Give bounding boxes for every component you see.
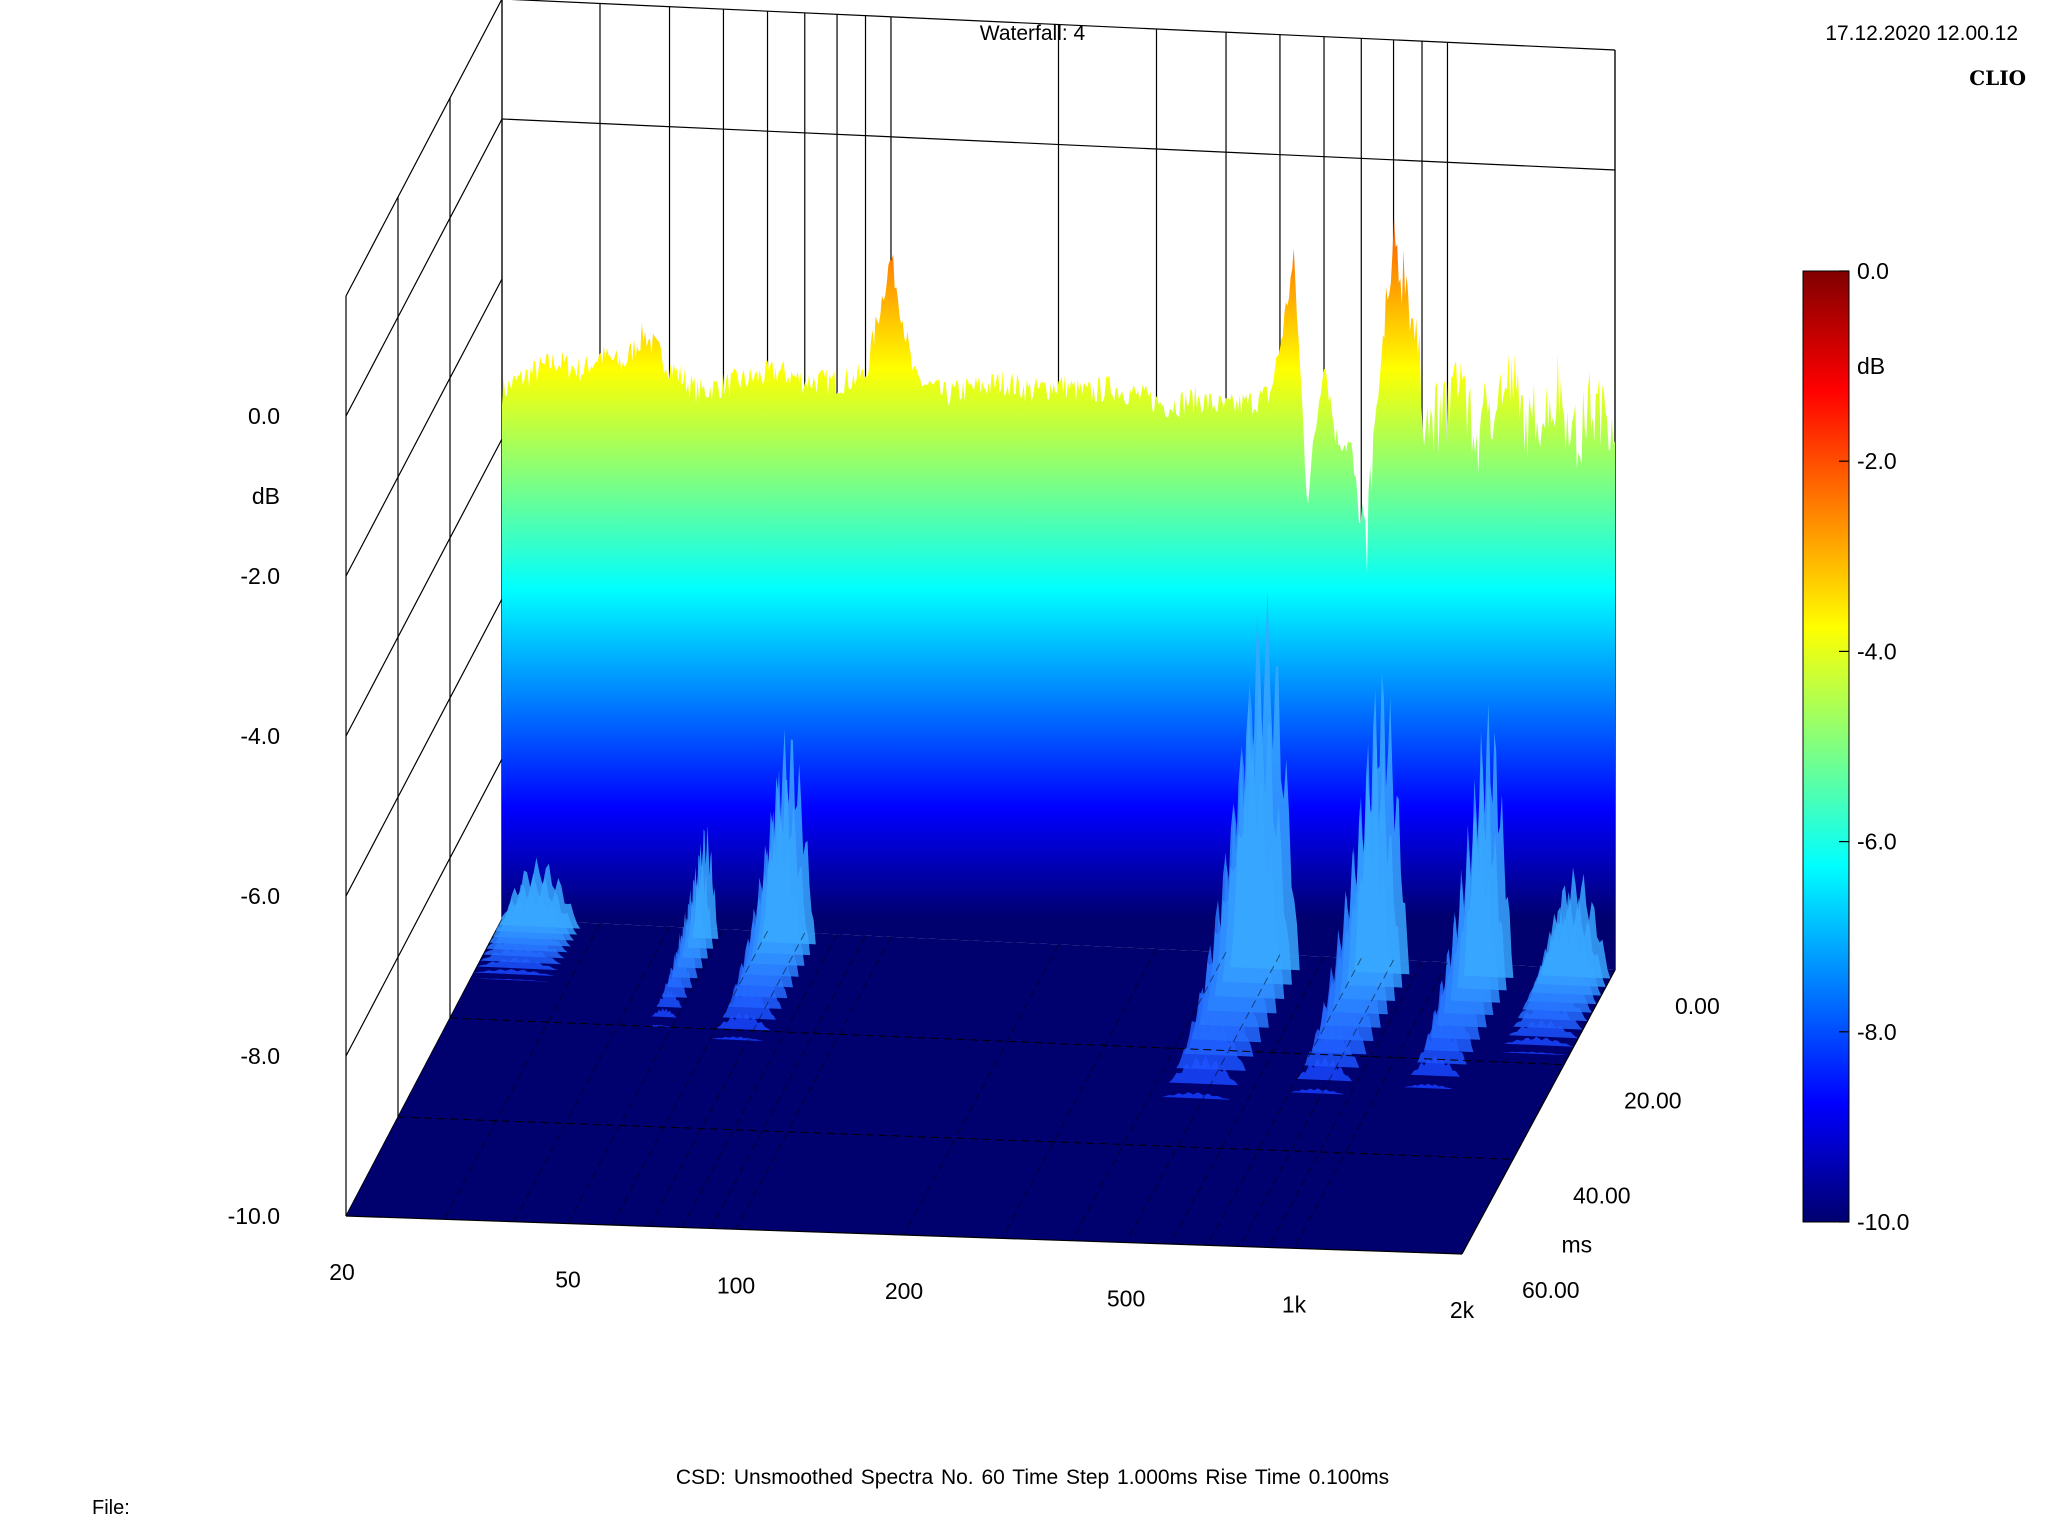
decay-slice [1404,1083,1454,1090]
floor-freq-gridline [903,944,1059,1236]
floor-freq-gridline [1169,956,1325,1245]
floor-freq-gridline [1268,960,1423,1248]
front-grid [345,918,1616,1255]
floor-time-gridline [397,1116,1514,1160]
x-tick-label: 50 [555,1267,581,1293]
left-wall-gridline [345,438,503,737]
file-label: File: [92,1497,130,1519]
colorbar-scale [1802,270,1850,1223]
x-tick-label: 20 [329,1259,355,1285]
decay-ridges [470,589,1611,1100]
clio-logo: CLIO [1969,66,2026,90]
decay-slice [710,1036,765,1042]
floor-time-gridline [449,1017,1565,1066]
colorbar-tick-label: -2.0 [1857,448,1897,474]
left-wall-gridline [345,118,503,417]
y-axis-label: ms [1561,1232,1592,1258]
back-wall-edge [501,118,1616,171]
y-tick-label: 0.00 [1675,993,1720,1019]
x-tick-label: 200 [885,1278,923,1304]
status-line: CSD: Unsmoothed Spectra No. 60 Time Step… [675,1466,1390,1489]
floor-freq-gridline [649,932,806,1227]
colorbar: 0.0 -2.0 -4.0 -6.0 -8.0 -10.0 dB [1802,258,1909,1235]
timestamp: 17.12.2020 12.00.12 [1825,22,2018,45]
floor-freq-gridline [567,928,724,1224]
decay-slice [1508,1019,1579,1039]
z-tick-label: -10.0 [228,1203,280,1229]
decay-slice [1499,1051,1570,1056]
decay-slice [656,989,682,1008]
floor-freq-gridline [681,934,838,1228]
floor-freq-gridline [513,926,670,1222]
x-tick-label: 1k [1282,1291,1307,1317]
decay-slice [1463,703,1514,978]
initial-spectrum-wall [502,218,1615,970]
z-tick-label: -2.0 [240,563,280,589]
colorbar-tick-label: -6.0 [1857,829,1897,855]
decay-slice [761,728,816,945]
decay-slice [1504,1036,1574,1047]
z-tick-label: -4.0 [240,723,280,749]
y-tick-label: 40.00 [1573,1182,1631,1208]
floor-freq-gridline [710,935,866,1229]
x-tick-label: 500 [1107,1286,1145,1312]
x-tick-label: 2k [1450,1297,1475,1323]
y-tick-label: 60.00 [1522,1277,1580,1303]
floor-right-edge [1461,969,1616,1255]
left-wall-gridline [345,278,503,577]
floor-freq-gridline [1207,958,1362,1246]
x-tick-label: 100 [717,1272,755,1298]
decay-slice [1289,1088,1345,1095]
decay-slice [1354,671,1410,975]
decay-slice [477,957,559,971]
left-wall-gridline [345,758,503,1057]
decay-slice [716,1012,771,1031]
floor-freq-gridline [1071,951,1227,1241]
colorbar-label: dB [1857,353,1885,379]
floor-freq-gridline [611,930,768,1226]
decay-slice [1168,1055,1239,1086]
z-tick-label: 0.0 [248,403,280,429]
decay-slice [473,968,556,976]
z-axis-label: dB [252,483,280,509]
decay-slice [1410,1055,1461,1077]
floor-freq-gridline [1125,954,1281,1243]
left-wall-top-edge [345,0,503,297]
floor-freq-gridline [735,936,892,1230]
z-tick-label: -8.0 [240,1043,280,1069]
decay-slice [1160,1092,1231,1100]
back-wall-edge [510,0,1616,51]
floor-freq-gridline [345,918,503,1217]
decay-slice [1296,1057,1353,1082]
axis-labels: 0.0 -2.0 -4.0 -6.0 -8.0 -10.0 dB 20 50 100 200 500 1… [228,403,1720,1323]
decay-slice [470,978,553,982]
colorbar-tick-label: -4.0 [1857,638,1897,664]
colorbar-tick-label: 0.0 [1857,258,1889,284]
decay-slice [498,857,581,929]
floor-freq-gridline [1293,962,1448,1249]
colorbar-tick-label: -10.0 [1857,1209,1909,1235]
colorbar-tick-label: -8.0 [1857,1019,1897,1045]
decay-slice [692,824,719,939]
floor-freq-gridline [1001,948,1157,1239]
decay-slice [1540,867,1611,979]
floor-freq-gridline [1239,959,1394,1247]
left-wall-gridline [345,598,503,897]
waterfall-surface [346,218,1615,1254]
floor-front-edge [345,1215,1463,1255]
floor-freq-gridline [443,923,601,1220]
decay-slice [1230,589,1300,971]
decay-slice [651,1008,677,1018]
y-tick-label: 20.00 [1624,1088,1682,1114]
z-tick-label: -6.0 [240,883,280,909]
